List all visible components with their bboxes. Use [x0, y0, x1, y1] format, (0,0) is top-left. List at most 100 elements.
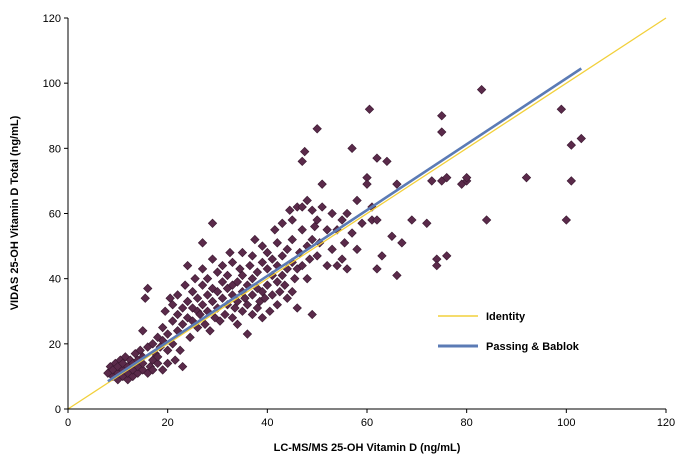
data-point — [207, 218, 218, 228]
data-point — [322, 260, 332, 271]
data-point — [312, 215, 322, 225]
data-point — [297, 202, 307, 212]
data-point — [227, 257, 238, 268]
data-point — [275, 287, 285, 297]
data-point — [267, 254, 277, 264]
data-point — [187, 287, 198, 297]
x-tick-label: 100 — [557, 417, 575, 429]
data-point — [327, 244, 337, 255]
data-point — [307, 205, 317, 215]
data-point — [566, 140, 576, 150]
data-point — [177, 303, 188, 313]
data-point — [347, 143, 357, 154]
data-point — [148, 339, 158, 349]
data-point — [257, 287, 268, 297]
y-tick-label: 80 — [49, 143, 61, 155]
x-tick-label: 60 — [361, 417, 373, 429]
data-point — [342, 264, 352, 274]
data-point — [442, 251, 452, 261]
data-point — [220, 309, 230, 320]
data-point — [337, 254, 347, 264]
data-point — [167, 316, 178, 326]
data-point — [352, 195, 362, 206]
data-point — [207, 254, 218, 264]
data-point — [257, 241, 268, 251]
data-point — [427, 176, 437, 186]
data-point — [270, 225, 280, 235]
data-point — [247, 251, 258, 261]
data-point — [382, 156, 392, 167]
data-point — [202, 290, 213, 300]
data-point — [521, 172, 532, 183]
data-point — [262, 247, 273, 258]
x-tick-label: 40 — [261, 417, 273, 429]
data-point — [292, 202, 302, 212]
data-point — [397, 238, 407, 248]
data-point — [290, 273, 300, 284]
axes: 0 20 40 60 80 100 120 0 20 40 60 80 100 120 — [43, 13, 676, 429]
y-tick-label: 100 — [43, 78, 61, 90]
data-point — [252, 303, 263, 313]
data-point — [339, 238, 350, 248]
data-point — [245, 260, 255, 271]
data-point — [138, 326, 148, 336]
data-point — [297, 225, 307, 235]
data-point — [237, 270, 248, 281]
data-point — [372, 153, 382, 163]
data-point — [232, 277, 243, 287]
data-point — [362, 172, 372, 183]
data-point — [312, 124, 322, 134]
data-point — [190, 273, 200, 284]
data-point — [392, 270, 402, 281]
data-point — [317, 179, 327, 189]
data-point — [158, 365, 168, 375]
data-point — [135, 345, 145, 356]
data-point — [177, 319, 188, 329]
y-tick-label: 60 — [49, 209, 61, 221]
data-point — [237, 247, 248, 258]
data-point — [576, 133, 586, 144]
data-point — [205, 326, 215, 336]
passing-bablok-line — [107, 67, 582, 383]
y-tick-label: 0 — [55, 404, 61, 416]
data-point — [432, 260, 442, 271]
x-tick-label: 20 — [162, 417, 174, 429]
data-point — [292, 303, 302, 313]
data-point — [200, 319, 210, 329]
data-point — [287, 215, 297, 225]
data-point — [337, 215, 347, 225]
data-point — [222, 270, 233, 281]
data-point — [262, 264, 273, 274]
data-point — [367, 215, 377, 225]
data-point — [182, 260, 193, 271]
data-point — [247, 273, 258, 284]
data-point — [272, 277, 282, 287]
data-point — [280, 280, 290, 290]
data-point — [310, 221, 320, 232]
data-point — [257, 257, 268, 268]
data-point — [327, 208, 337, 219]
data-point — [561, 215, 572, 225]
data-point — [265, 306, 275, 316]
data-point — [148, 365, 158, 375]
data-point — [227, 313, 238, 323]
data-point — [407, 215, 417, 225]
data-point — [307, 309, 317, 320]
data-point — [240, 293, 250, 303]
data-point — [305, 254, 315, 264]
data-point — [167, 300, 178, 310]
data-point — [215, 316, 225, 326]
data-point — [247, 290, 258, 300]
legend: Identity Passing & Bablok — [438, 311, 580, 353]
data-point — [232, 319, 243, 329]
data-point — [197, 264, 208, 274]
y-tick-label: 120 — [43, 13, 61, 25]
data-point — [197, 238, 208, 248]
data-point — [372, 264, 382, 274]
data-point — [317, 202, 327, 212]
x-tick-label: 120 — [657, 417, 675, 429]
data-point — [372, 215, 382, 225]
data-point — [195, 309, 205, 320]
data-point — [158, 322, 168, 333]
data-point — [357, 218, 367, 228]
